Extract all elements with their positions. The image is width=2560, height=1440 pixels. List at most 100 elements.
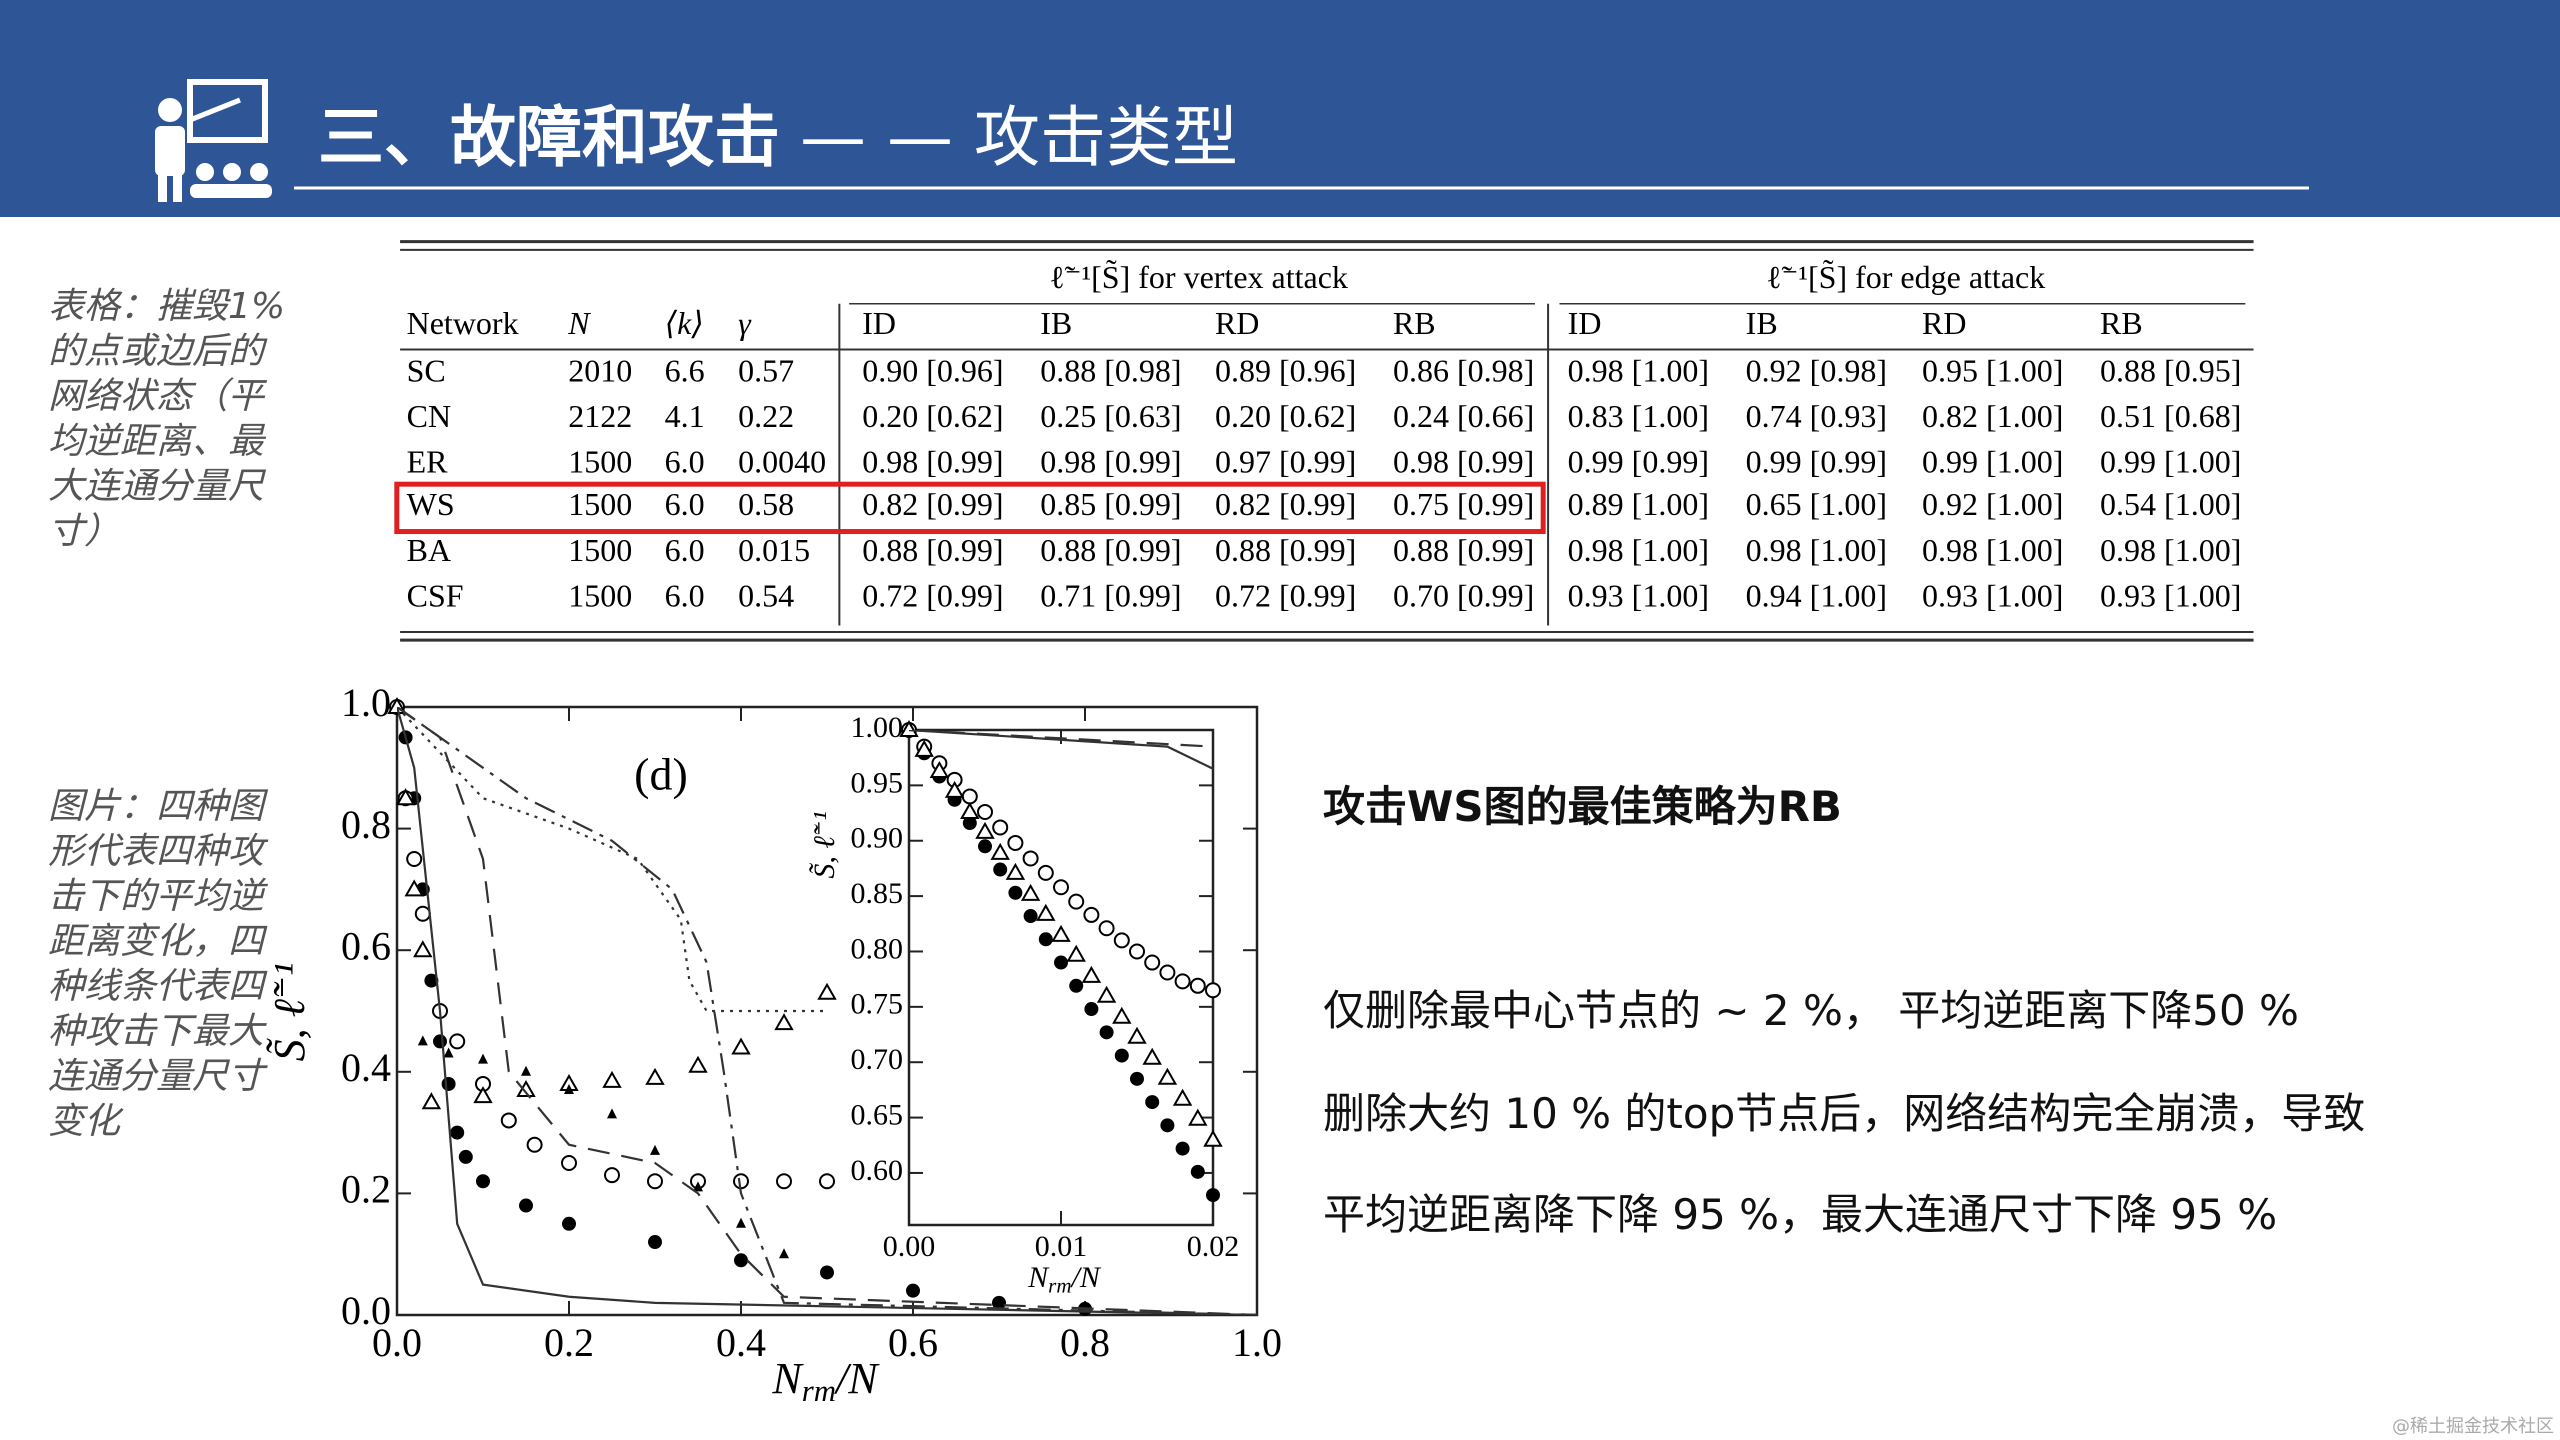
text-line: 仅删除最中心节点的 ~ 2 %， 平均逆距离下降50 % xyxy=(1323,986,2299,1035)
table-cell: 0.99 [0.99] xyxy=(1568,444,1709,480)
marker xyxy=(1157,1067,1178,1085)
marker xyxy=(1069,978,1084,993)
marker xyxy=(731,1037,751,1055)
title-bold: 三、故障和攻击 xyxy=(318,99,780,176)
y-tick-label: 1.00 xyxy=(851,711,904,744)
title-rest: — — 攻击类型 xyxy=(800,99,1238,176)
marker xyxy=(1113,932,1130,949)
marker xyxy=(526,1136,543,1153)
marker xyxy=(779,1248,789,1259)
marker xyxy=(992,819,1009,836)
text-line: 平均逆距离降下降 95 %，最大连通尺寸下降 95 % xyxy=(1323,1190,2278,1239)
marker xyxy=(1159,964,1176,981)
marker xyxy=(1175,1141,1190,1156)
table-cell: 0.65 [1.00] xyxy=(1746,486,1887,522)
y-axis-label: S̃, ℓ̃⁻¹ xyxy=(265,963,314,1062)
marker xyxy=(1037,864,1054,881)
table-cell: 0.24 [0.66] xyxy=(1393,398,1534,434)
marker xyxy=(473,1086,493,1104)
column-header: ID xyxy=(1568,305,1602,341)
marker xyxy=(1172,1088,1193,1106)
marker xyxy=(647,1173,663,1190)
marker xyxy=(736,1217,746,1228)
marker xyxy=(960,801,980,819)
table-cell: BA xyxy=(407,532,451,568)
x-tick-label: 0.4 xyxy=(716,1320,766,1365)
marker xyxy=(607,1108,617,1119)
table-cell: 0.0040 xyxy=(738,444,826,480)
marker xyxy=(992,1295,1006,1310)
table-cell: 0.92 [0.98] xyxy=(1746,352,1887,388)
marker xyxy=(1188,1108,1208,1126)
figure: 0.0 0.2 0.4 0.6 0.8 1.0 0.0 0.2 0.4 0.6 0.8 1.0 (d) N… xyxy=(265,680,1282,1408)
marker xyxy=(645,1067,665,1085)
table-cell: 0.22 xyxy=(738,398,794,434)
marker xyxy=(693,1181,703,1192)
marker xyxy=(1068,893,1085,910)
column-header: ⟨k⟩ xyxy=(665,305,704,341)
marker xyxy=(962,816,977,831)
column-header: RD xyxy=(1922,305,1966,341)
table-cell: 0.82 [0.99] xyxy=(862,486,1003,522)
marker xyxy=(450,1125,465,1140)
marker xyxy=(476,1174,490,1189)
marker xyxy=(1054,955,1068,970)
marker xyxy=(1096,985,1117,1003)
marker xyxy=(929,760,950,778)
y-tick-label: 0.95 xyxy=(851,766,904,799)
table-cell: 1500 xyxy=(568,486,632,522)
marker xyxy=(1203,1129,1223,1147)
x-tick-label: 0.01 xyxy=(1035,1230,1088,1263)
group-header: ℓ̃⁻¹[S̃] for vertex attack xyxy=(1049,259,1348,295)
y-tick-label: 0.4 xyxy=(341,1045,391,1090)
table-cell: 0.015 xyxy=(738,532,810,568)
table-cell: 4.1 xyxy=(665,398,705,434)
table-cell: 0.82 [0.99] xyxy=(1215,486,1356,522)
table-cell: 0.97 [0.99] xyxy=(1215,444,1356,480)
marker xyxy=(1112,1006,1132,1024)
table-cell: 0.98 [1.00] xyxy=(1746,532,1887,568)
column-header: IB xyxy=(1040,305,1072,341)
marker xyxy=(990,842,1010,860)
marker xyxy=(424,973,439,988)
table-cell: 0.89 [0.96] xyxy=(1215,352,1356,388)
table-cell: 6.6 xyxy=(665,352,705,388)
marker xyxy=(1174,973,1191,990)
marker xyxy=(421,1092,442,1110)
heading: 攻击WS图的最佳策略为RB xyxy=(1323,782,1842,831)
marker xyxy=(406,851,423,867)
marker xyxy=(1206,1188,1220,1203)
title: 三、故障和攻击 — — 攻击类型 xyxy=(318,99,1238,176)
marker xyxy=(1007,834,1024,851)
marker xyxy=(1145,1095,1160,1110)
text-line: 删除大约 10 % 的top节点后，网络结构完全崩溃，导致 xyxy=(1323,1089,2366,1138)
x-axis-label-part: rm xyxy=(802,1374,836,1408)
column-header: IB xyxy=(1746,305,1778,341)
group-header: ℓ̃⁻¹[S̃] for edge attack xyxy=(1766,259,2045,295)
table-cell: 0.20 [0.62] xyxy=(862,398,1003,434)
x-axis-label-part: /N xyxy=(1070,1261,1102,1294)
y-tick-label: 0.85 xyxy=(851,877,904,910)
column-header: RB xyxy=(2100,305,2143,341)
marker xyxy=(1127,1026,1147,1044)
x-axis-label-part: N xyxy=(771,1354,804,1403)
x-tick-label: 1.0 xyxy=(1232,1320,1282,1365)
header-band xyxy=(0,0,2560,217)
y-tick-label: 0.65 xyxy=(851,1098,904,1131)
table-cell: 0.57 xyxy=(738,352,794,388)
line-series xyxy=(397,707,1257,1315)
y-tick-label: 1.0 xyxy=(341,680,391,725)
table-cell: 0.93 [1.00] xyxy=(2100,578,2241,614)
marker xyxy=(519,1198,533,1213)
marker xyxy=(975,821,995,839)
marker xyxy=(500,1112,517,1129)
marker xyxy=(564,1084,574,1095)
marker xyxy=(404,879,424,897)
line-series xyxy=(397,707,1257,1315)
table-cell: 0.72 [0.99] xyxy=(862,578,1003,614)
marker xyxy=(1189,977,1206,994)
table-cell: 6.0 xyxy=(665,578,705,614)
marker xyxy=(774,1013,794,1031)
marker xyxy=(478,1053,488,1064)
table-cell: 0.92 [1.00] xyxy=(1922,486,2063,522)
